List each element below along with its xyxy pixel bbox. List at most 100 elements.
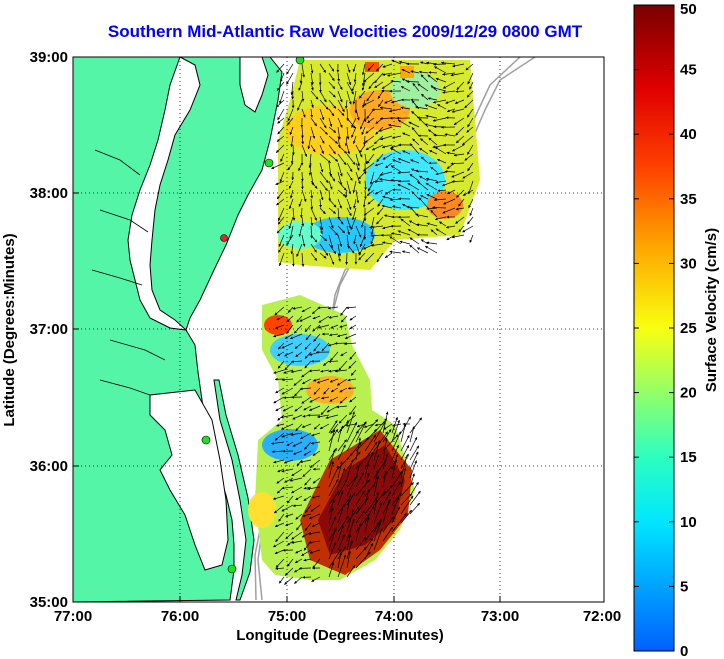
velocity-vector xyxy=(336,378,348,386)
velocity-vector xyxy=(373,135,384,145)
velocity-vector xyxy=(420,156,429,164)
velocity-vector xyxy=(373,454,380,470)
velocity-vector xyxy=(380,135,393,141)
velocity-vector xyxy=(400,445,410,461)
velocity-vector xyxy=(309,396,321,403)
velocity-vector xyxy=(278,576,285,584)
velocity-vector xyxy=(328,90,336,98)
velocity-vector xyxy=(319,234,328,242)
velocity-vector xyxy=(366,189,375,196)
velocity-vector xyxy=(283,459,294,464)
velocity-vector xyxy=(453,153,465,157)
y-tick-label: 35:00 xyxy=(30,594,68,611)
velocity-vector xyxy=(355,437,362,461)
velocity-vector xyxy=(453,117,465,126)
velocity-vector xyxy=(295,351,303,358)
velocity-vector xyxy=(355,171,361,185)
velocity-vector xyxy=(401,68,411,74)
velocity-vector xyxy=(445,225,456,229)
velocity-vector xyxy=(382,470,387,488)
velocity-vector xyxy=(391,470,403,488)
velocity-vector xyxy=(382,63,393,68)
velocity-vector xyxy=(337,180,347,191)
velocity-vector xyxy=(425,177,438,182)
velocity-vector xyxy=(409,143,420,155)
velocity-vector xyxy=(467,216,474,225)
velocity-vector xyxy=(417,181,429,191)
velocity-vector xyxy=(337,126,341,140)
velocity-vector xyxy=(400,482,414,497)
velocity-vector xyxy=(373,470,379,488)
velocity-vector xyxy=(425,114,438,119)
velocity-vector xyxy=(316,378,330,384)
velocity-vector xyxy=(319,198,322,208)
velocity-vector xyxy=(383,214,393,218)
velocity-vector xyxy=(328,420,338,434)
velocity-vectors xyxy=(271,59,474,585)
velocity-vector xyxy=(466,90,474,98)
velocity-vector xyxy=(367,117,375,124)
velocity-vector xyxy=(337,467,346,488)
velocity-vector xyxy=(310,243,317,253)
velocity-vector xyxy=(310,180,318,189)
velocity-vector xyxy=(346,533,352,551)
velocity-vector xyxy=(337,90,343,103)
colorbar-label: Surface Velocity (cm/s) xyxy=(703,228,720,392)
velocity-vector xyxy=(288,180,294,189)
velocity-vector xyxy=(310,234,318,243)
velocity-vector xyxy=(420,74,429,83)
velocity-vector xyxy=(364,497,378,515)
velocity-vector xyxy=(294,576,303,584)
velocity-vector xyxy=(284,333,294,340)
velocity-vector xyxy=(337,525,344,542)
velocity-vector xyxy=(458,225,465,233)
velocity-vector xyxy=(384,99,393,104)
velocity-vector xyxy=(313,423,321,430)
velocity-vector xyxy=(446,108,456,113)
colorbar xyxy=(633,4,675,652)
velocity-vector xyxy=(358,171,366,180)
velocity-vector xyxy=(328,126,337,133)
velocity-vector xyxy=(349,396,357,403)
velocity-vector xyxy=(346,459,354,479)
velocity-vector xyxy=(328,171,336,182)
velocity-vector xyxy=(409,473,415,488)
velocity-vector xyxy=(425,182,438,191)
velocity-vector xyxy=(376,63,384,72)
velocity-vector xyxy=(290,135,294,148)
velocity-vector xyxy=(319,423,330,430)
velocity-vector xyxy=(277,351,285,357)
velocity-vector xyxy=(432,117,447,122)
velocity-vector xyxy=(363,99,375,106)
velocity-vector xyxy=(400,86,411,92)
velocity-vector xyxy=(286,441,294,447)
velocity-vector xyxy=(346,153,356,165)
velocity-vector xyxy=(328,478,339,497)
velocity-vector xyxy=(288,216,294,230)
velocity-vector xyxy=(301,306,312,313)
velocity-vector xyxy=(290,369,303,374)
velocity-vector xyxy=(435,228,447,236)
colorbar-tick-label: 15 xyxy=(680,449,697,466)
velocity-vector xyxy=(409,502,420,515)
velocity-vector xyxy=(289,126,294,136)
colorbar-tick-label: 45 xyxy=(680,62,697,79)
radar-station-marker xyxy=(201,435,211,445)
velocity-vector xyxy=(337,551,342,569)
velocity-vector xyxy=(289,225,294,240)
velocity-vector xyxy=(391,496,400,515)
radar-station-marker xyxy=(227,564,237,574)
velocity-vector xyxy=(452,63,465,68)
velocity-vector xyxy=(295,549,303,554)
velocity-vector xyxy=(382,500,391,524)
velocity-vector xyxy=(456,81,465,91)
velocity-vector xyxy=(365,252,375,263)
velocity-vector xyxy=(337,534,345,551)
velocity-vector xyxy=(379,106,393,110)
velocity-vector xyxy=(359,144,366,154)
velocity-vector xyxy=(346,564,356,578)
velocity-vector xyxy=(280,153,285,162)
velocity-vector xyxy=(355,153,360,167)
velocity-vector xyxy=(389,250,402,254)
velocity-vector xyxy=(435,171,447,176)
